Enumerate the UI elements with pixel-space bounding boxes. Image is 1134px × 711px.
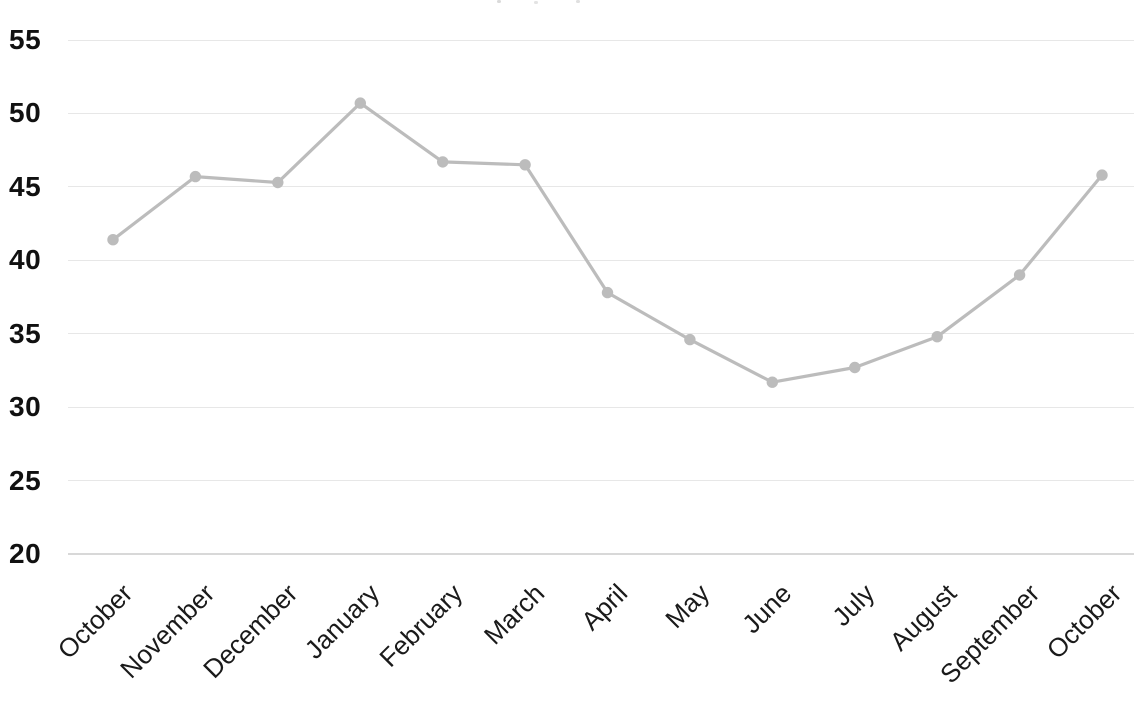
data-point-marker [766, 376, 778, 388]
y-axis-tick-label: 50 [9, 97, 42, 129]
data-point-marker [1096, 169, 1108, 181]
data-point-marker [601, 286, 614, 299]
y-axis-tick-label: 20 [9, 538, 42, 569]
data-point-marker [684, 333, 696, 346]
gridline [68, 406, 1134, 408]
data-point-marker [1013, 269, 1026, 281]
cropped-title-remnant [497, 0, 501, 3]
gridline [68, 333, 1134, 335]
data-point-marker [519, 159, 531, 171]
data-point-marker [437, 156, 449, 168]
y-axis-tick-label: 40 [9, 244, 42, 276]
data-point-marker [272, 176, 284, 189]
x-axis-line [68, 553, 1134, 555]
gridline [68, 112, 1134, 114]
y-axis-tick-label: 45 [9, 170, 42, 202]
data-point-marker [189, 170, 202, 183]
data-point-marker [354, 97, 366, 109]
data-point-marker [931, 331, 943, 343]
gridline [68, 259, 1134, 261]
gridline [68, 39, 1134, 41]
y-axis-tick-label: 35 [9, 317, 42, 349]
data-point-marker [849, 361, 861, 374]
data-point-marker [107, 234, 119, 246]
gridline [68, 186, 1134, 188]
line-series [111, 101, 1104, 384]
gridline [68, 480, 1134, 482]
y-axis-tick-label: 25 [9, 464, 42, 496]
y-axis-tick-label: 30 [9, 391, 42, 423]
y-axis-tick-label: 55 [9, 24, 42, 55]
